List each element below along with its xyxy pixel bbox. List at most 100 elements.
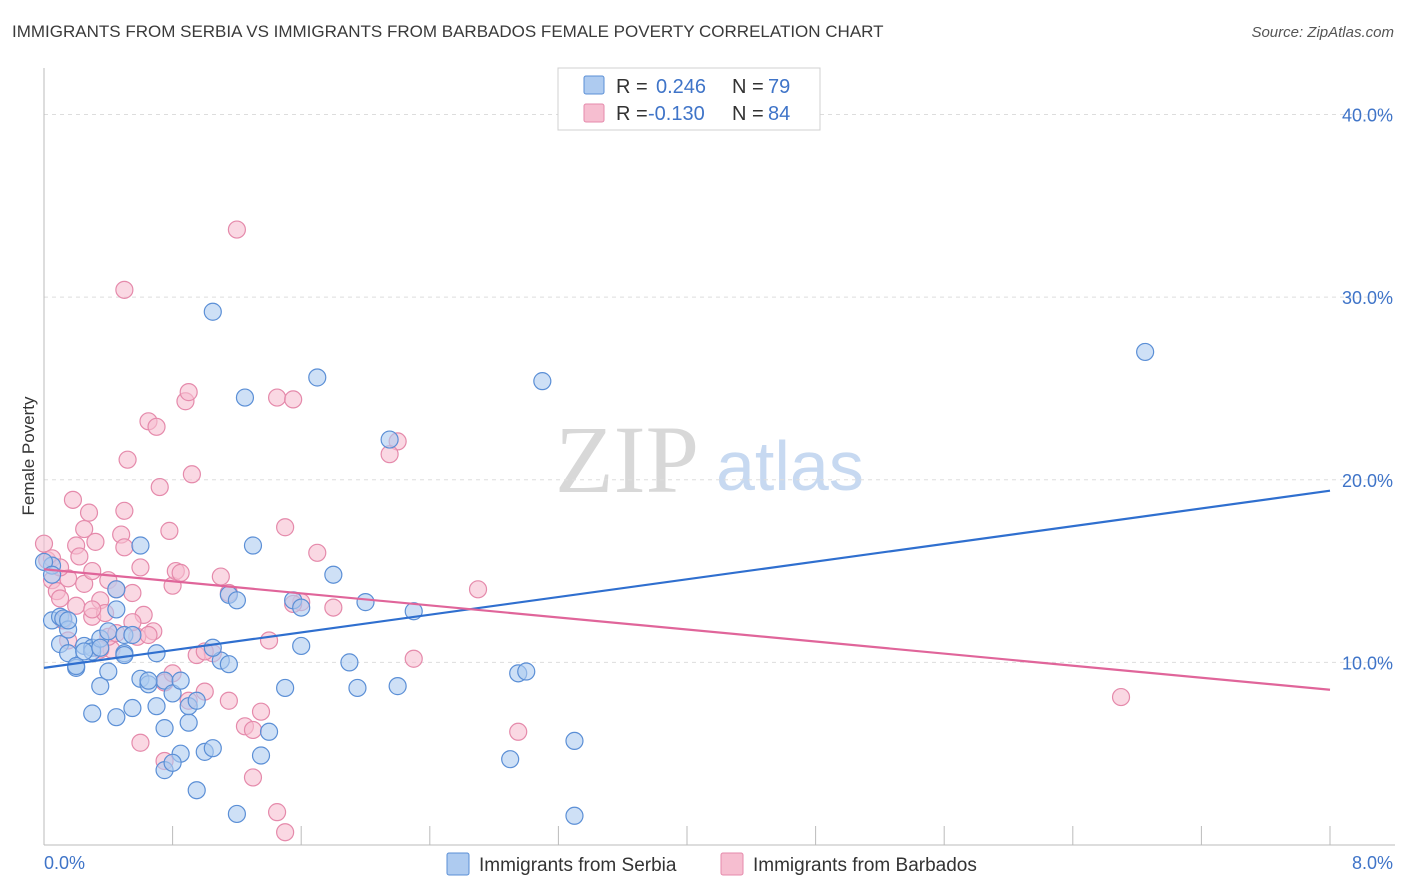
barbados-point-33 <box>150 477 169 497</box>
serbia-point-31 <box>187 691 206 710</box>
serbia-point-75 <box>59 611 78 630</box>
serbia-point-38 <box>243 536 263 555</box>
serbia-point-49 <box>139 671 158 690</box>
serbia-point-51 <box>91 677 110 696</box>
legend-n-value-barbados: 84 <box>768 103 790 125</box>
serbia-point-39 <box>251 746 271 765</box>
barbados-point-60 <box>404 649 423 668</box>
legend-barbados-swatch <box>583 103 605 123</box>
serbia-point-50 <box>83 704 102 723</box>
barbados-point-40 <box>179 383 198 402</box>
barbados-point-26 <box>123 583 142 603</box>
serbia-trend-line <box>43 489 1331 669</box>
serbia-point-65 <box>388 677 407 696</box>
serbia-point-40 <box>259 722 279 741</box>
x-tick-label-1: 8.0% <box>1352 853 1393 873</box>
barbados-point-4 <box>50 589 70 608</box>
watermark-atlas: atlas <box>716 427 864 505</box>
barbados-point-67 <box>83 600 102 619</box>
serbia-point-69 <box>501 750 520 769</box>
y-tick-label-10: 10.0% <box>1342 653 1393 673</box>
serbia-point-42 <box>292 636 311 656</box>
barbados-point-24 <box>115 538 134 557</box>
serbia-point-33 <box>203 739 222 758</box>
barbados-point-25 <box>118 450 137 469</box>
barbados-point-61 <box>468 580 488 599</box>
y-tick-label-30: 30.0% <box>1342 288 1393 308</box>
legend-box: R = 0.246 N = 79 R = -0.130 N = 84 <box>557 67 821 131</box>
serbia-point-19 <box>131 536 150 555</box>
bottom-legend-barbados-label: Immigrants from Barbados <box>753 855 977 876</box>
serbia-point-77 <box>91 638 110 657</box>
source-label: Source: ZipAtlas.com <box>1251 24 1394 41</box>
x-axis-ticks <box>43 826 1331 845</box>
y-axis-label: Female Poverty <box>19 396 38 516</box>
bottom-legend-serbia-swatch <box>446 852 470 876</box>
barbados-point-63 <box>1111 687 1131 707</box>
legend-serbia-swatch <box>583 75 605 95</box>
serbia-point-60 <box>203 638 222 657</box>
serbia-point-37 <box>235 388 255 407</box>
x-tick-label-0: 0.0% <box>44 853 85 873</box>
barbados-point-54 <box>284 390 303 409</box>
barbados-point-45 <box>211 567 230 586</box>
serbia-point-62 <box>292 598 311 617</box>
barbados-point-35 <box>160 521 179 540</box>
legend-r-value-serbia: 0.246 <box>656 76 706 98</box>
serbia-point-18 <box>123 625 142 645</box>
barbados-point-8 <box>63 490 83 509</box>
legend-n-label-barbados: N = <box>732 103 764 125</box>
barbados-point-28 <box>131 558 150 577</box>
barbados-point-62 <box>509 722 528 741</box>
barbados-point-83 <box>139 625 158 645</box>
serbia-point-61 <box>219 655 238 674</box>
bottom-legend-serbia-label: Immigrants from Serbia <box>479 855 677 876</box>
barbados-point-10 <box>70 547 89 566</box>
serbia-point-76 <box>75 642 94 661</box>
barbados-point-47 <box>227 220 246 239</box>
barbados-point-11 <box>75 519 94 539</box>
serbia-point-44 <box>324 565 343 584</box>
serbia-point-13 <box>99 622 118 641</box>
barbados-point-78 <box>276 823 295 842</box>
barbados-trend-line <box>43 568 1331 691</box>
barbados-point-70 <box>131 733 150 752</box>
serbia-point-47 <box>380 430 399 449</box>
serbia-point-64 <box>348 678 367 698</box>
barbados-point-52 <box>267 388 287 407</box>
serbia-point-54 <box>123 698 142 718</box>
barbados-point-69 <box>115 280 134 299</box>
legend-n-value-serbia: 79 <box>768 76 790 98</box>
serbia-point-72 <box>1136 342 1155 362</box>
serbia-point-68 <box>533 372 552 391</box>
serbia-point-15 <box>107 580 126 599</box>
bottom-legend-barbados-swatch <box>720 852 744 876</box>
barbados-point-50 <box>251 702 271 721</box>
barbados-point-14 <box>83 561 102 581</box>
serbia-point-57 <box>187 781 206 800</box>
legend-n-label-serbia: N = <box>732 76 764 98</box>
watermark-zip: ZIP <box>555 406 699 513</box>
serbia-point-36 <box>227 591 246 610</box>
barbados-point-56 <box>308 543 327 562</box>
barbados-point-57 <box>324 598 343 617</box>
legend-r-label-serbia: R = <box>616 76 648 98</box>
barbados-point-49 <box>243 768 263 787</box>
grid-lines <box>44 114 1395 663</box>
barbados-point-38 <box>171 563 190 582</box>
barbados-point-53 <box>276 518 295 537</box>
serbia-point-67 <box>517 662 536 681</box>
serbia-point-43 <box>308 368 327 387</box>
barbados-point-16 <box>86 532 105 551</box>
serbia-point-59 <box>227 804 246 824</box>
barbados-point-51 <box>259 631 279 650</box>
serbia-point-63 <box>276 678 295 698</box>
y-tick-label-40: 40.0% <box>1342 106 1393 126</box>
y-tick-label-20: 20.0% <box>1342 471 1393 491</box>
barbados-point-77 <box>267 803 287 822</box>
serbia-point-25 <box>155 719 174 738</box>
serbia-point-52 <box>99 662 118 681</box>
barbados-point-76 <box>243 720 263 740</box>
serbia-point-45 <box>340 653 359 672</box>
